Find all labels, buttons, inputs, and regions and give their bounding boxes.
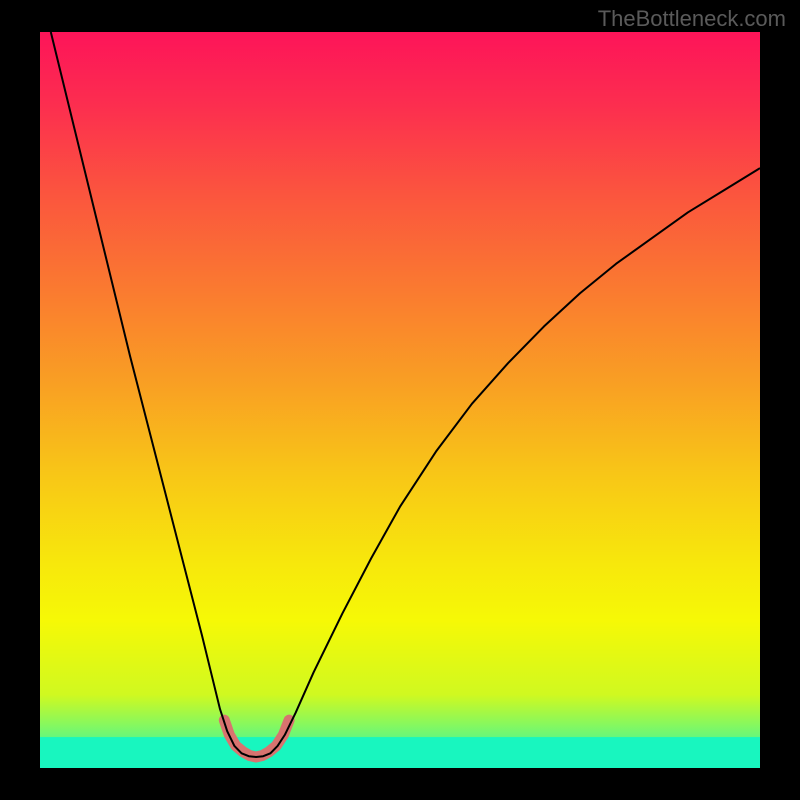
gradient-background [40, 32, 760, 768]
chart-svg [0, 0, 800, 800]
chart-root: TheBottleneck.com [0, 0, 800, 800]
bottom-green-band [40, 737, 760, 768]
watermark-text: TheBottleneck.com [598, 6, 786, 32]
